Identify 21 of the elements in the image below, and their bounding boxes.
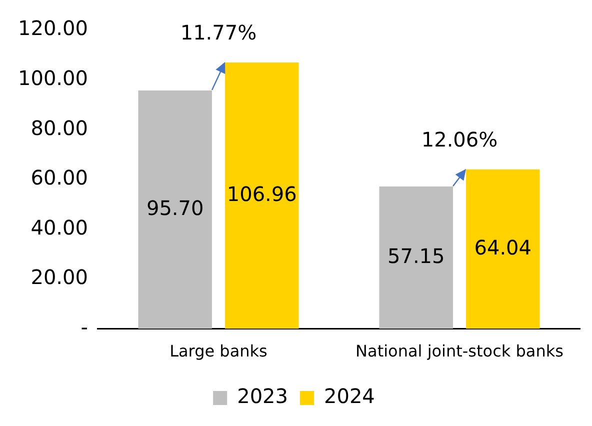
- legend-label: 2024: [324, 384, 375, 408]
- data-label: 64.04: [474, 235, 532, 260]
- bar: [379, 186, 453, 329]
- data-label: 106.96: [226, 182, 297, 206]
- x-tick-label: National joint-stock banks: [356, 342, 564, 361]
- y-tick-label: 60.00: [30, 166, 88, 190]
- bar: [138, 90, 212, 329]
- bar: [224, 62, 299, 329]
- y-tick-label: 100.00: [18, 66, 88, 90]
- y-tick-label: 120.00: [18, 16, 88, 40]
- y-tick-label: 80.00: [30, 116, 88, 140]
- bar: [466, 169, 540, 329]
- y-tick-label: -: [80, 315, 88, 340]
- data-label: 57.15: [387, 244, 445, 268]
- annotation: 11.77%: [180, 20, 257, 45]
- x-tick-label: Large banks: [170, 342, 268, 361]
- legend-label: 2023: [237, 384, 288, 408]
- y-tick-label: 20.00: [30, 265, 88, 290]
- data-label: 95.70: [146, 196, 204, 220]
- y-tick-label: 40.00: [30, 215, 88, 240]
- annotation: 12.06%: [421, 128, 498, 152]
